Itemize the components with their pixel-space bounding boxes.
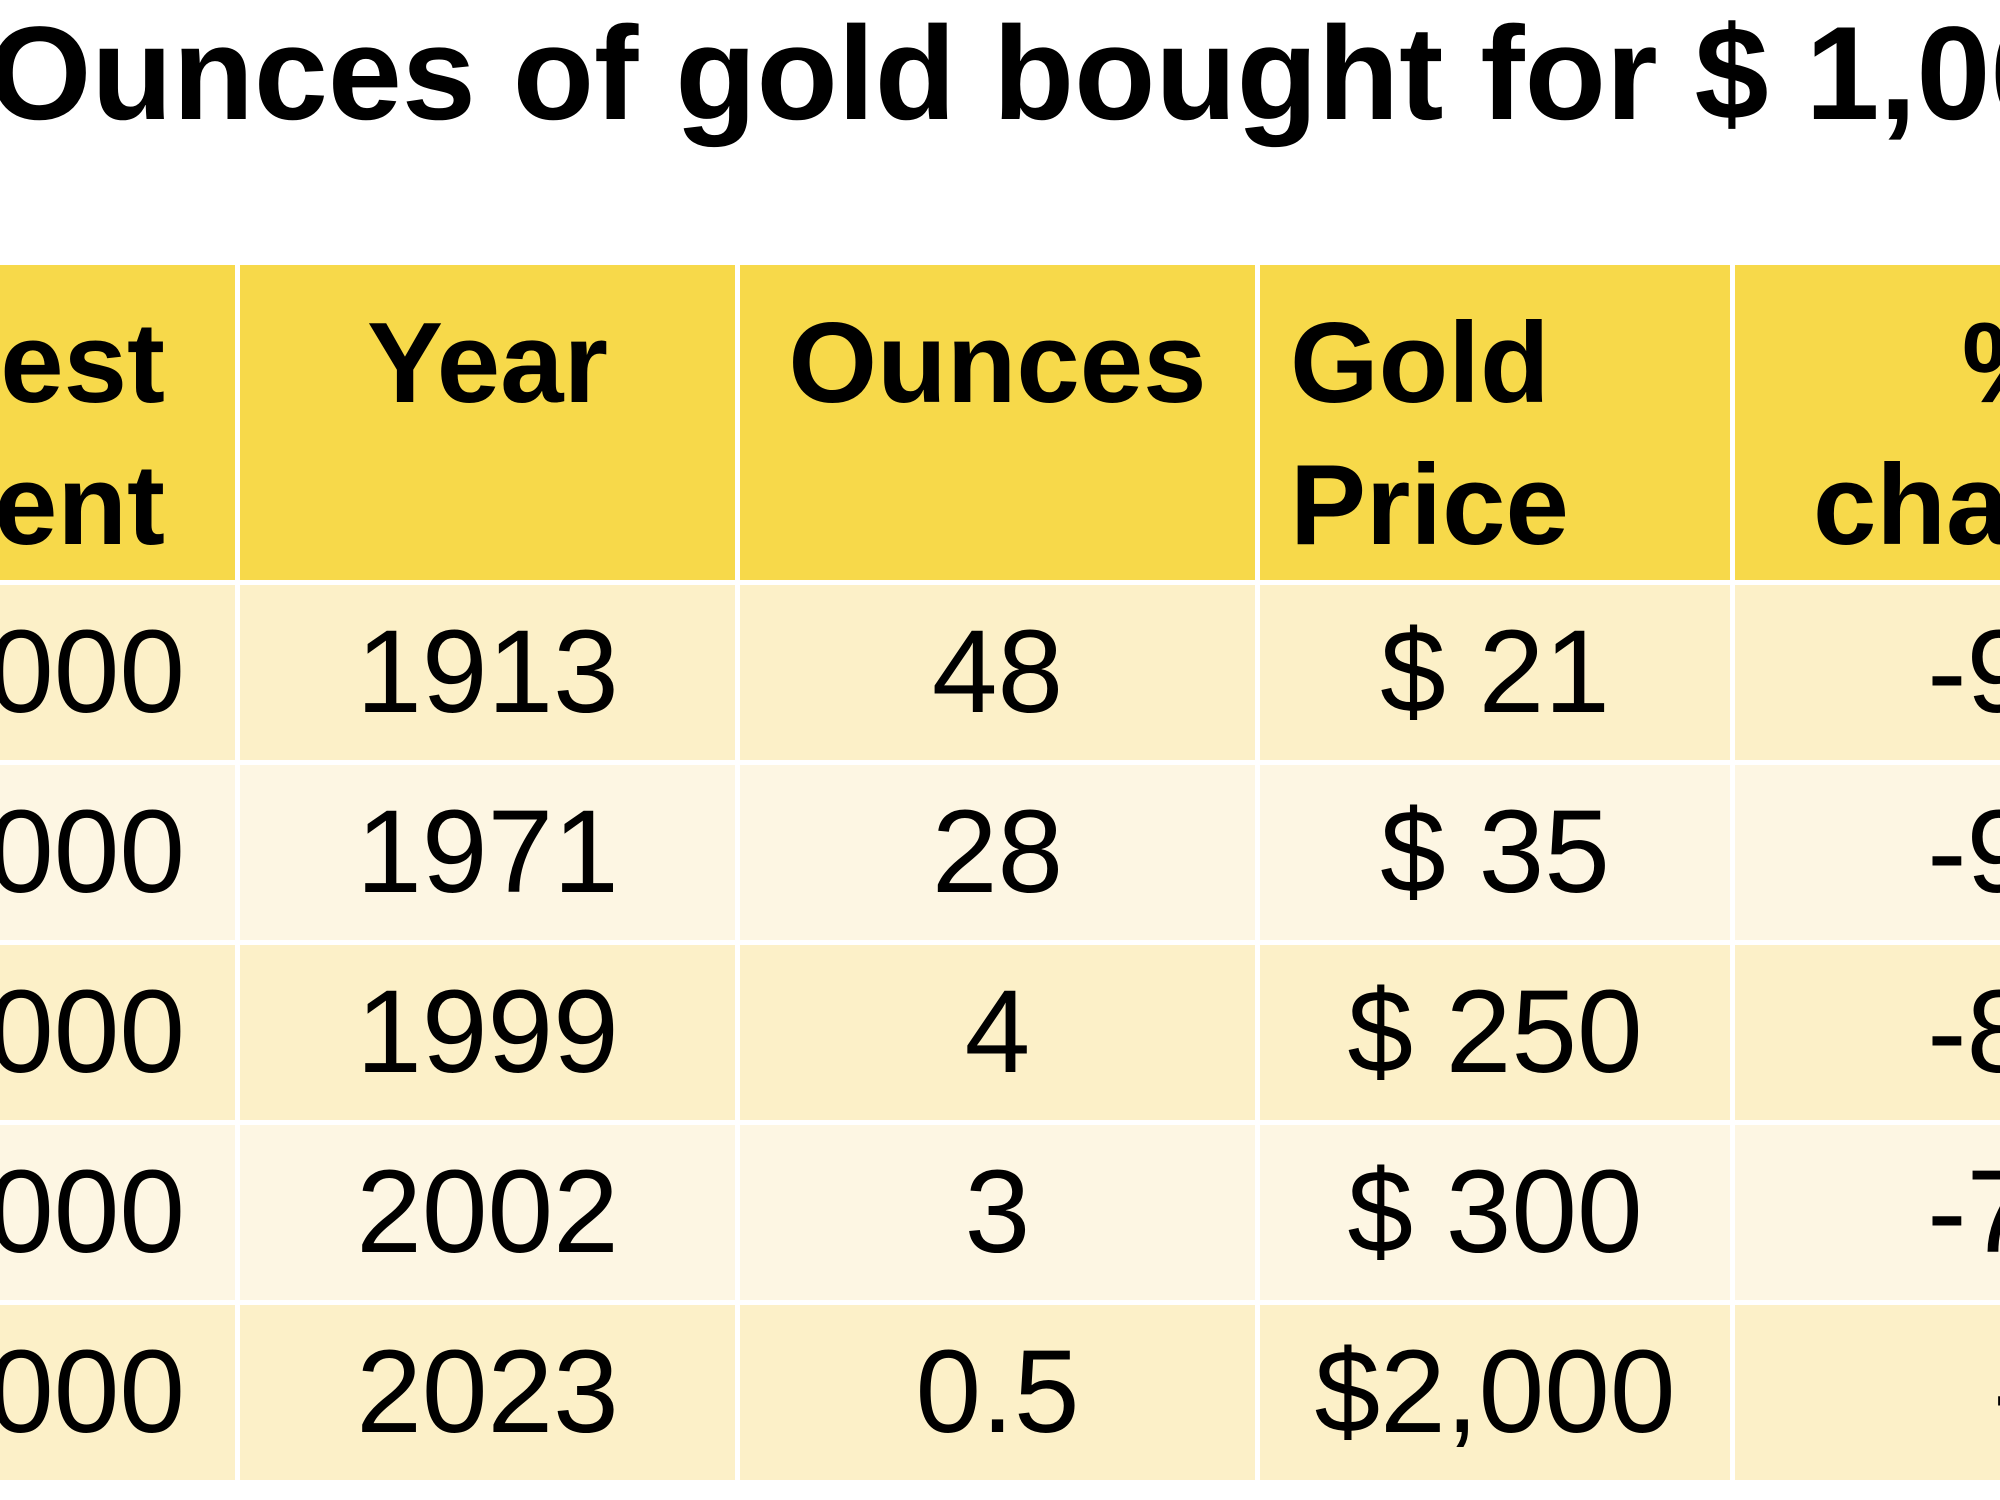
header-row: Invest ment Year Ounces Gold Price % cha… xyxy=(0,265,2000,585)
table-row: $1,000 1971 28 $ 35 -98 xyxy=(0,765,2000,945)
header-gold-price-line-2: Price xyxy=(1290,442,1569,569)
cell-gold-price: $ 35 xyxy=(1260,765,1735,940)
table-row: $1,000 2023 0.5 $2,000 - xyxy=(0,1305,2000,1485)
header-investment-line-1: Invest xyxy=(0,300,165,427)
cell-percent-change: -88 xyxy=(1735,945,2000,1120)
cell-investment: $1,000 xyxy=(0,585,240,760)
header-gold-price-line-1: Gold xyxy=(1290,300,1550,427)
cell-year: 2002 xyxy=(240,1125,740,1300)
cell-ounces: 4 xyxy=(740,945,1260,1120)
cell-gold-price: $ 21 xyxy=(1260,585,1735,760)
cell-ounces: 0.5 xyxy=(740,1305,1260,1480)
cell-gold-price: $ 300 xyxy=(1260,1125,1735,1300)
cell-year: 1913 xyxy=(240,585,740,760)
cell-ounces: 28 xyxy=(740,765,1260,940)
cell-investment: $1,000 xyxy=(0,765,240,940)
header-percent-change: % change xyxy=(1735,265,2000,580)
cell-percent-change: - xyxy=(1735,1305,2000,1480)
cell-gold-price: $2,000 xyxy=(1260,1305,1735,1480)
title-bar: Ounces of gold bought for $ 1,000 xyxy=(0,0,2000,150)
header-investment-line-2: ment xyxy=(0,442,165,569)
cell-percent-change: -99 xyxy=(1735,585,2000,760)
header-ounces: Ounces xyxy=(740,265,1260,580)
cell-investment: $1,000 xyxy=(0,945,240,1120)
cell-ounces: 48 xyxy=(740,585,1260,760)
table-row: $1,000 1999 4 $ 250 -88 xyxy=(0,945,2000,1125)
cell-year: 2023 xyxy=(240,1305,740,1480)
header-percent-change-line-2: change xyxy=(1812,442,2000,569)
slide-title: Ounces of gold bought for $ 1,000 xyxy=(0,0,2000,148)
header-gold-price: Gold Price xyxy=(1260,265,1735,580)
header-percent-change-line-1: % xyxy=(1735,293,2000,435)
table-row: $1,000 2002 3 $ 300 -73 xyxy=(0,1125,2000,1305)
table-row: $1,000 1913 48 $ 21 -99 xyxy=(0,585,2000,765)
cell-year: 1971 xyxy=(240,765,740,940)
cell-percent-change: -98 xyxy=(1735,765,2000,940)
cell-investment: $1,000 xyxy=(0,1305,240,1480)
cell-gold-price: $ 250 xyxy=(1260,945,1735,1120)
header-investment: Invest ment xyxy=(0,265,240,580)
cell-year: 1999 xyxy=(240,945,740,1120)
cell-percent-change: -73 xyxy=(1735,1125,2000,1300)
header-ounces-label: Ounces xyxy=(788,300,1207,427)
header-year-label: Year xyxy=(367,300,608,427)
cell-ounces: 3 xyxy=(740,1125,1260,1300)
header-year: Year xyxy=(240,265,740,580)
cell-investment: $1,000 xyxy=(0,1125,240,1300)
gold-table: Invest ment Year Ounces Gold Price % cha… xyxy=(0,265,2000,1485)
gold-table-container: Invest ment Year Ounces Gold Price % cha… xyxy=(0,265,2000,1500)
